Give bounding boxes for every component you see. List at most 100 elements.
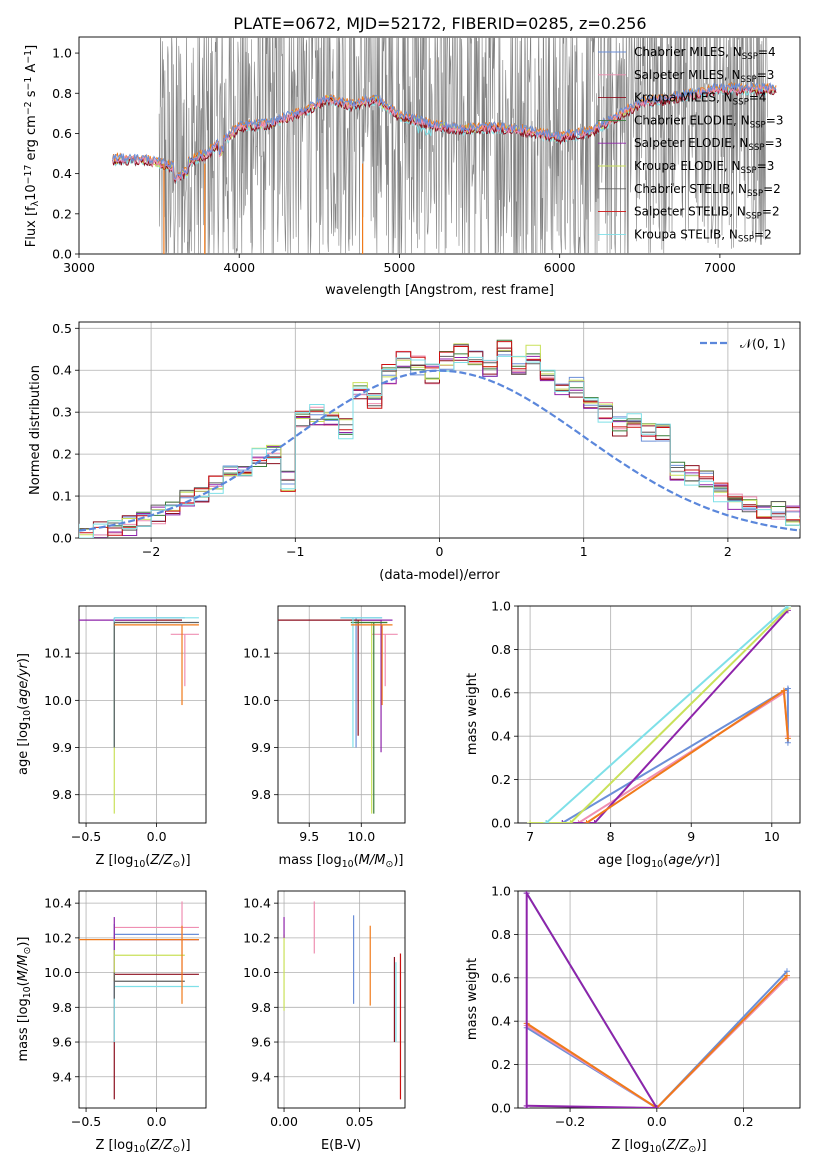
- y-tick-label: 0.6: [491, 970, 511, 985]
- plot-frame: [78, 605, 207, 824]
- y-tick-label: 9.8: [251, 1000, 271, 1015]
- y-tick-label: 1.0: [491, 599, 511, 614]
- data-point-marker: [523, 891, 530, 897]
- x-tick-label: 0.0: [147, 1114, 167, 1129]
- model-spectrum-line: [112, 81, 777, 180]
- data-point-marker: [543, 820, 550, 823]
- y-tick-label: 0.4: [491, 729, 511, 744]
- legend-label: Chabrier MILES, NSSP=4: [634, 45, 776, 62]
- data-point-marker: [591, 820, 598, 823]
- mass-weight-line: [526, 970, 788, 1108]
- data-point-marker: [784, 735, 791, 742]
- plot-frame: [78, 890, 207, 1109]
- legend-label: 𝒩(0, 1): [740, 336, 786, 351]
- residual-histogram-step: [79, 343, 800, 538]
- y-tick-label: 10.0: [44, 965, 72, 980]
- x-tick-label: 4000: [223, 260, 255, 275]
- x-axis-label: E(B-V): [321, 1138, 361, 1153]
- data-point-marker: [653, 1105, 660, 1108]
- data-point-marker: [527, 820, 534, 823]
- y-tick-label: 0.2: [52, 447, 72, 462]
- y-tick-label: 0.5: [52, 321, 72, 336]
- x-tick-label: −2: [142, 544, 160, 559]
- legend-label: Chabrier ELODIE, NSSP=3: [634, 113, 783, 130]
- legend-label: Kroupa STELIB, NSSP=2: [634, 227, 772, 244]
- y-tick-label: 0.0: [491, 816, 511, 831]
- y-tick-label: 0.6: [491, 685, 511, 700]
- axes-massweight_vs_Z: −0.2 0.0 0.2 0.0 0.2 0.4 0.6 0.8 1.0: [491, 884, 801, 1129]
- x-tick-label: −0.2: [555, 1114, 585, 1129]
- x-tick-label: 0.2: [734, 1114, 754, 1129]
- plot-frame: [277, 605, 406, 824]
- mass-weight-line: [545, 606, 789, 823]
- spectrum-title: PLATE=0672, MJD=52172, FIBERID=0285, z=0…: [233, 14, 646, 33]
- y-tick-label: 0.4: [52, 166, 72, 181]
- axes-age_vs_mass: 9.5 10.0 9.8 9.9 10.0 10.1: [243, 605, 406, 844]
- mass-weight-line: [526, 977, 788, 1108]
- x-axis-label: wavelength [Angstrom, rest frame]: [325, 283, 554, 298]
- y-tick-label: 10.0: [243, 965, 271, 980]
- x-tick-label: 0.00: [270, 1114, 298, 1129]
- axes-residuals: −2 −1 0 1 2 0.0 0.1 0.2 0.3 0.4 0.5: [52, 321, 801, 559]
- y-tick-label: 9.4: [251, 1069, 271, 1084]
- normal-distribution-curve: [79, 369, 800, 532]
- data-point-marker: [559, 820, 566, 823]
- x-tick-label: 10: [764, 829, 780, 844]
- data-point-marker: [523, 1102, 530, 1108]
- mass-weight-line: [530, 607, 789, 823]
- y-tick-label: 9.8: [251, 787, 271, 802]
- x-tick-label: 0.0: [147, 829, 167, 844]
- y-tick-label: 10.4: [243, 896, 271, 911]
- x-axis-label: age [log10(age/yr)]: [598, 853, 720, 870]
- plot-frame: [517, 605, 801, 824]
- plot-area-age_vs_mass: [278, 617, 398, 814]
- x-tick-label: 0: [436, 544, 444, 559]
- y-tick-label: 0.6: [52, 126, 72, 141]
- axes-spectrum: 3000 4000 5000 6000 7000 0.0 0.2 0.4 0.6 0.8 1.0: [52, 36, 801, 275]
- axes-mass_vs_Z: −0.5 0.0 9.4 9.6 9.8 10.0 10.2 10.4: [44, 890, 207, 1129]
- y-tick-label: 1.0: [491, 884, 511, 899]
- y-tick-label: 0.0: [52, 247, 72, 262]
- plot-area-mass_vs_Z: [79, 901, 199, 1100]
- y-tick-label: 10.0: [44, 693, 72, 708]
- residual-histogram-step: [79, 344, 800, 538]
- x-tick-label: 9: [687, 829, 695, 844]
- x-tick-label: 3000: [63, 260, 95, 275]
- legend-label: Chabrier STELIB, NSSP=2: [634, 182, 781, 199]
- y-tick-label: 9.6: [251, 1035, 271, 1050]
- axes-mass_vs_EBV: 0.00 0.05 9.4 9.6 9.8 10.0 10.2 10.4: [243, 890, 406, 1129]
- x-tick-label: 7: [526, 829, 534, 844]
- data-point-marker: [575, 820, 582, 823]
- x-tick-label: 6000: [544, 260, 576, 275]
- y-tick-label: 0.3: [52, 405, 72, 420]
- y-axis-label: mass weight: [465, 673, 480, 755]
- x-axis-label: mass [log10(M/M⊙)]: [279, 853, 404, 870]
- y-tick-label: 9.4: [52, 1069, 72, 1084]
- y-axis-label: Normed distribution: [28, 365, 43, 495]
- data-point-marker: [583, 820, 590, 823]
- plot-frame: [517, 890, 801, 1109]
- data-point-marker: [780, 687, 787, 694]
- x-tick-label: 0.05: [346, 1114, 374, 1129]
- x-tick-label: −0.5: [71, 1114, 101, 1129]
- x-tick-label: −0.5: [71, 829, 101, 844]
- x-tick-label: 5000: [384, 260, 416, 275]
- y-tick-label: 0.0: [491, 1101, 511, 1116]
- y-tick-label: 0.8: [491, 927, 511, 942]
- x-tick-label: 10.0: [347, 829, 375, 844]
- y-tick-label: 0.0: [52, 531, 72, 546]
- y-axis-label: Flux [fλ10−17 erg cm−2 s−1 A−1]: [23, 45, 40, 247]
- plot-area-massweight_vs_Z: [523, 891, 790, 1108]
- residual-histogram-step: [79, 344, 800, 538]
- x-tick-label: 8: [607, 829, 615, 844]
- x-tick-label: −1: [286, 544, 304, 559]
- plot-frame: [78, 36, 801, 255]
- plot-frame: [277, 890, 406, 1109]
- y-tick-label: 10.1: [44, 646, 72, 661]
- y-tick-label: 10.1: [243, 646, 271, 661]
- x-axis-label: (data-model)/error: [379, 568, 500, 583]
- data-point-marker: [567, 820, 574, 823]
- y-tick-label: 0.1: [52, 489, 72, 504]
- observed-spectrum-line: [158, 37, 768, 254]
